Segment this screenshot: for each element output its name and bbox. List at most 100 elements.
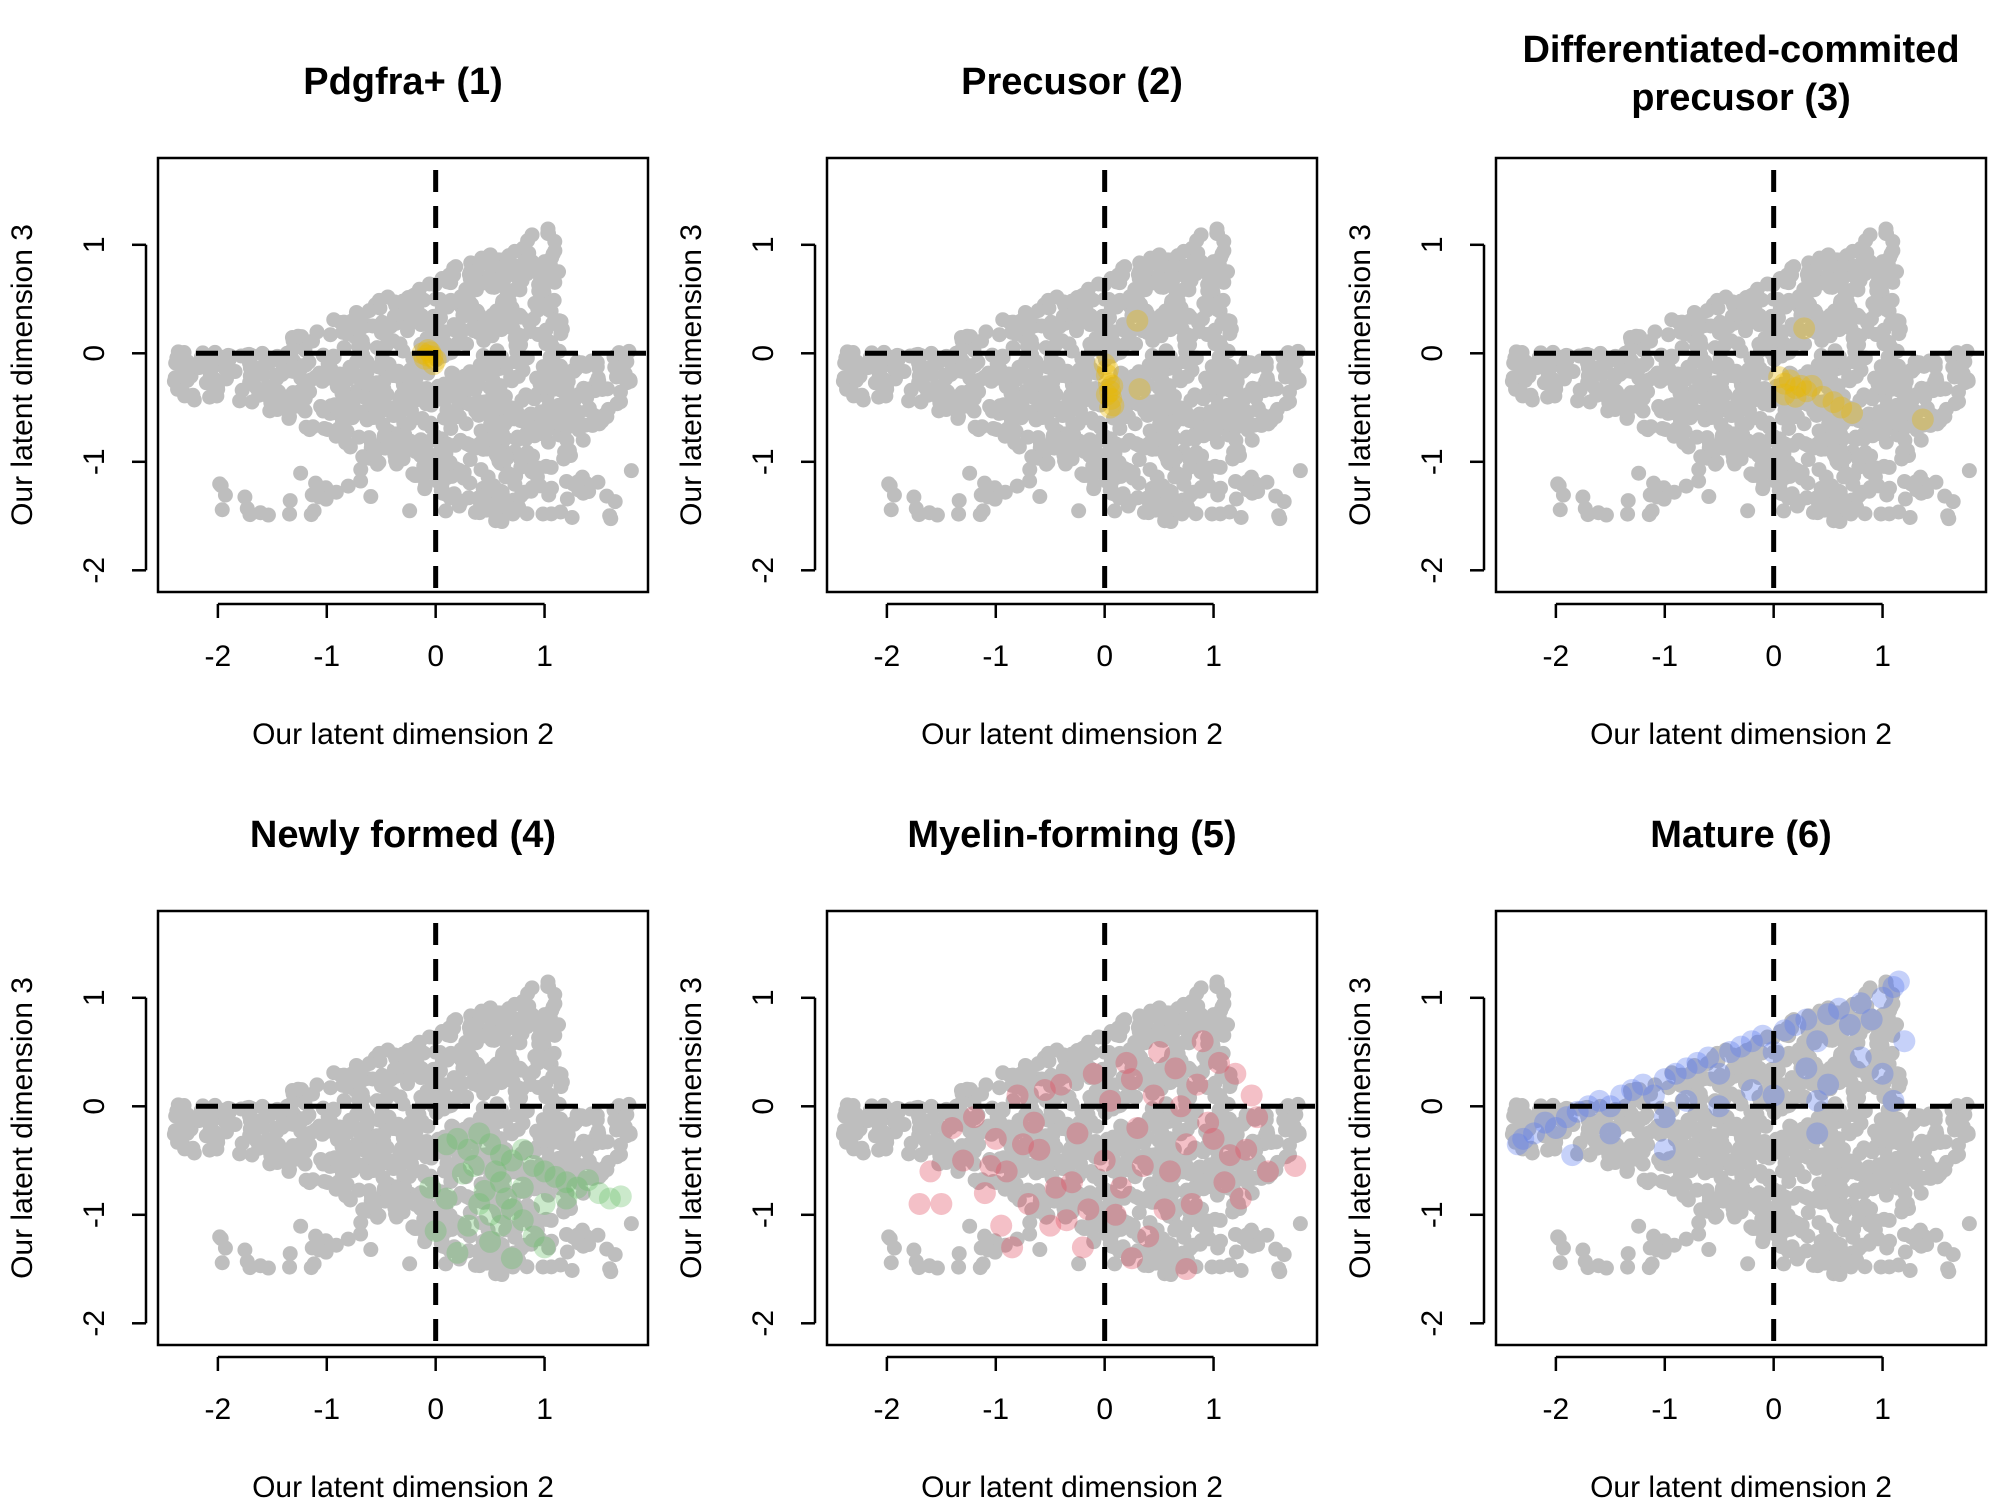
background-point bbox=[848, 372, 864, 388]
background-point bbox=[1829, 381, 1845, 397]
highlight-point bbox=[577, 1169, 600, 1192]
background-point bbox=[1055, 1047, 1071, 1063]
highlight-point bbox=[446, 1241, 469, 1264]
background-point bbox=[351, 1182, 367, 1198]
background-point bbox=[177, 388, 193, 404]
background-point bbox=[609, 1149, 625, 1165]
background-point bbox=[1018, 354, 1034, 370]
background-point bbox=[462, 1205, 478, 1221]
plot-box bbox=[825, 156, 1319, 594]
x-tick-label: -2 bbox=[874, 640, 901, 673]
background-point bbox=[1837, 497, 1853, 513]
y-axis: -2-101 bbox=[1416, 236, 1486, 584]
background-point bbox=[1620, 506, 1636, 522]
panel-title: Differentiated-commited bbox=[1522, 29, 1959, 71]
background-point bbox=[1753, 439, 1769, 455]
background-point bbox=[962, 1218, 978, 1234]
background-point bbox=[478, 1028, 494, 1044]
background-point bbox=[311, 489, 327, 505]
background-point bbox=[1947, 396, 1963, 412]
highlight-point bbox=[588, 1182, 610, 1205]
background-point bbox=[1058, 403, 1074, 419]
background-point bbox=[537, 254, 553, 270]
background-point bbox=[1917, 390, 1933, 406]
background-point bbox=[497, 257, 513, 273]
background-point bbox=[559, 1244, 575, 1260]
background-point bbox=[1150, 395, 1166, 411]
background-point bbox=[1928, 381, 1944, 397]
background-point bbox=[1909, 422, 1925, 438]
background-point bbox=[1288, 354, 1304, 370]
background-point bbox=[1121, 1137, 1137, 1153]
background-point bbox=[557, 444, 573, 460]
background-point bbox=[929, 507, 945, 523]
background-point bbox=[1793, 307, 1809, 323]
background-point bbox=[376, 374, 392, 390]
background-point bbox=[1714, 374, 1730, 390]
x-axis: -2 -1 0 1 bbox=[205, 1355, 553, 1426]
highlight-point bbox=[500, 1149, 523, 1172]
background-point bbox=[1911, 355, 1927, 371]
background-point bbox=[416, 381, 432, 397]
highlight-point bbox=[1095, 364, 1118, 386]
background-point bbox=[1186, 484, 1202, 500]
highlight-point bbox=[533, 1160, 556, 1183]
highlight-point bbox=[522, 1225, 545, 1248]
background-point bbox=[1169, 1219, 1185, 1235]
background-point bbox=[1555, 361, 1571, 377]
background-point bbox=[554, 321, 570, 337]
background-point bbox=[1130, 1019, 1146, 1035]
background-point bbox=[1220, 1017, 1236, 1033]
x-tick-label: 0 bbox=[1765, 640, 1782, 673]
background-point bbox=[491, 1206, 507, 1222]
background-point bbox=[358, 1118, 374, 1134]
background-point bbox=[1073, 306, 1089, 322]
background-point bbox=[1242, 355, 1258, 371]
background-point bbox=[527, 428, 543, 444]
background-point bbox=[1952, 367, 1968, 383]
background-point bbox=[1115, 1013, 1131, 1029]
background-point bbox=[311, 365, 327, 381]
background-point bbox=[444, 365, 460, 381]
background-point bbox=[1088, 459, 1104, 475]
background-point bbox=[520, 233, 536, 249]
highlight-point bbox=[522, 1154, 545, 1177]
background-point bbox=[911, 1108, 927, 1124]
background-point bbox=[1228, 491, 1244, 507]
highlight-point bbox=[1784, 377, 1807, 400]
background-point bbox=[546, 292, 562, 308]
background-point bbox=[1898, 403, 1914, 419]
background-point bbox=[1112, 294, 1128, 310]
highlight-point bbox=[479, 1133, 502, 1156]
background-point bbox=[202, 389, 218, 405]
background-point bbox=[1815, 432, 1831, 448]
background-point bbox=[980, 365, 996, 381]
panel-title: Pdgfra+ (1) bbox=[303, 61, 503, 103]
background-point bbox=[1272, 511, 1288, 527]
background-point bbox=[1575, 489, 1591, 505]
background-point bbox=[1831, 270, 1847, 286]
background-point bbox=[1048, 387, 1064, 403]
background-point bbox=[1800, 452, 1816, 468]
background-point bbox=[991, 1080, 1007, 1096]
highlight-point bbox=[1911, 408, 1934, 431]
background-point bbox=[1069, 289, 1085, 305]
background-point bbox=[1204, 1259, 1220, 1275]
background-point bbox=[177, 1141, 193, 1157]
background-point bbox=[995, 312, 1011, 328]
background-point bbox=[1048, 1140, 1064, 1156]
background-point bbox=[499, 497, 515, 513]
background-point bbox=[516, 1163, 532, 1179]
background-point bbox=[467, 504, 483, 520]
background-point bbox=[458, 1169, 474, 1185]
background-point bbox=[1798, 291, 1814, 307]
background-point bbox=[1229, 403, 1245, 419]
background-point bbox=[1215, 292, 1231, 308]
background-point bbox=[353, 473, 369, 489]
background-point bbox=[941, 365, 957, 381]
background-point bbox=[438, 1088, 454, 1104]
background-point bbox=[181, 1109, 197, 1125]
background-point bbox=[419, 1212, 435, 1228]
background-point bbox=[453, 1247, 469, 1263]
